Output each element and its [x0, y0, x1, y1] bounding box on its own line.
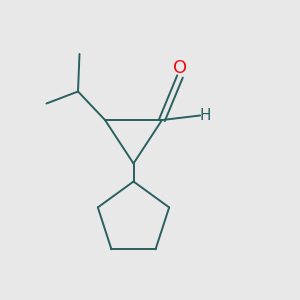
- Text: H: H: [200, 108, 211, 123]
- Text: O: O: [173, 59, 187, 77]
